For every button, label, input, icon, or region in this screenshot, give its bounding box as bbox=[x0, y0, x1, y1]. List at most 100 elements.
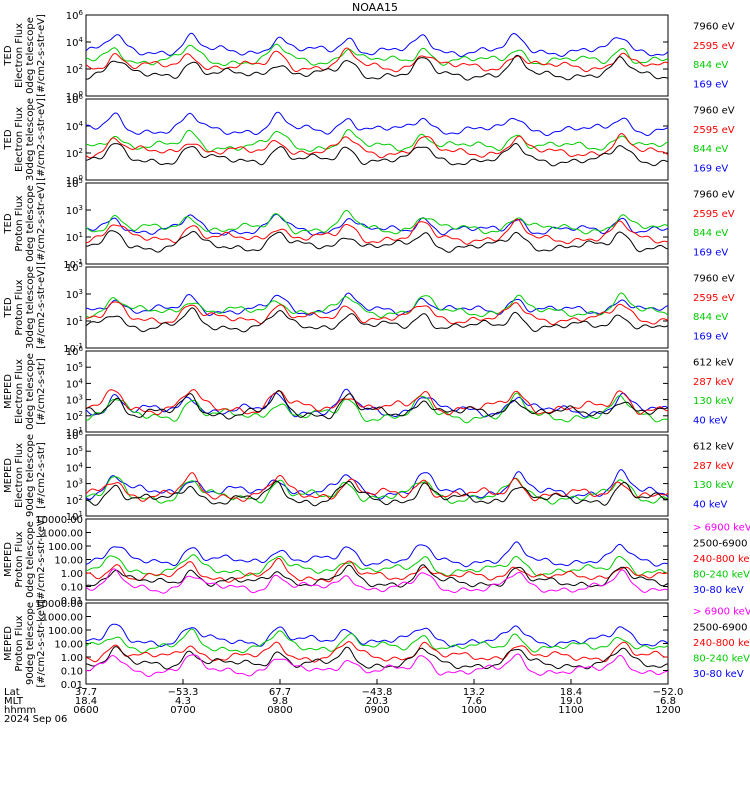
y-axis-label: Proton Flux bbox=[14, 531, 25, 587]
panel-1 bbox=[85, 14, 669, 97]
panel-3 bbox=[85, 182, 669, 265]
y-axis-label: MEPED bbox=[3, 374, 14, 409]
legend-item: 2500-6900 bbox=[693, 538, 748, 549]
x-tick-label-hhmm: 0700 bbox=[170, 705, 195, 716]
legend-item: 7960 eV bbox=[693, 273, 735, 284]
x-tick-label-hhmm: 1100 bbox=[558, 705, 583, 716]
legend-item: 30-80 keV bbox=[693, 669, 744, 680]
x-tick-label-lat: −43.8 bbox=[362, 687, 393, 698]
series-black bbox=[85, 389, 669, 420]
x-row-label: hhmm bbox=[4, 705, 36, 716]
series-black bbox=[85, 307, 669, 333]
series-blue bbox=[85, 213, 669, 236]
panel-frame bbox=[85, 182, 669, 265]
x-tick-label-mlt: 19.0 bbox=[560, 696, 582, 707]
y-axis-label: [#/cm2-s-str] bbox=[36, 358, 47, 425]
y-tick-label: 10-1 bbox=[63, 258, 83, 271]
x-tick-label-mlt: 7.6 bbox=[466, 696, 482, 707]
legend-item: 169 eV bbox=[693, 79, 728, 90]
legend-item: 40 keV bbox=[693, 499, 727, 510]
y-tick-label: 104 bbox=[66, 36, 84, 49]
y-tick-label: 101 bbox=[66, 426, 83, 439]
y-tick-label: 10000.00 bbox=[35, 515, 83, 526]
y-tick-label: 10-1 bbox=[63, 342, 83, 355]
y-tick-label: 102 bbox=[66, 410, 83, 423]
series-black bbox=[85, 54, 669, 81]
y-axis-label: TED bbox=[3, 129, 14, 150]
x-tick-label-hhmm: 1200 bbox=[655, 705, 680, 716]
y-tick-label: 0.01 bbox=[61, 596, 83, 607]
y-axis-label: Electron Flux bbox=[14, 107, 25, 172]
y-tick-label: 102 bbox=[66, 494, 83, 507]
series-blue bbox=[85, 111, 669, 137]
y-axis-label: MEPED bbox=[3, 458, 14, 493]
y-axis-label: 0deg telescope bbox=[25, 353, 36, 430]
legend-item: 844 eV bbox=[693, 312, 728, 323]
x-tick-label-mlt: 9.8 bbox=[272, 696, 288, 707]
x-tick-label-mlt: 18.4 bbox=[75, 696, 97, 707]
y-tick-label: 101 bbox=[66, 315, 83, 328]
legend-item: 2595 eV bbox=[693, 209, 735, 220]
y-axis-label: TED bbox=[3, 213, 14, 234]
y-tick-label: 1.00 bbox=[61, 569, 83, 580]
y-tick-label: 104 bbox=[66, 461, 84, 474]
legend-item: 844 eV bbox=[693, 60, 728, 71]
y-axis-label: 30deg telescope bbox=[25, 266, 36, 349]
y-tick-label: 101 bbox=[66, 510, 83, 523]
y-axis-label: MEPED bbox=[3, 542, 14, 577]
y-axis-label: Proton Flux bbox=[14, 615, 25, 671]
x-tick-label-lat: 67.7 bbox=[269, 687, 291, 698]
x-tick-label-mlt: 6.8 bbox=[660, 696, 676, 707]
panel-2 bbox=[85, 98, 669, 181]
y-axis-label: [#/cm2-s-str-keV] bbox=[36, 515, 47, 603]
y-tick-label: 101 bbox=[66, 231, 83, 244]
series-red bbox=[86, 389, 669, 416]
legend-item: 7960 eV bbox=[693, 189, 735, 200]
y-tick-label: 1.00 bbox=[61, 653, 83, 664]
series-black bbox=[85, 564, 669, 588]
chart-title: NOAA15 bbox=[352, 1, 398, 14]
legend-item: 844 eV bbox=[693, 144, 728, 155]
x-tick-label-lat: −52.0 bbox=[653, 687, 684, 698]
series-green bbox=[85, 628, 669, 654]
y-axis-label: [#/cm2-s-str-keV] bbox=[36, 599, 47, 687]
y-axis-label: [#/cm2-s-str] bbox=[36, 442, 47, 509]
series-green bbox=[85, 392, 669, 424]
legend-item: 7960 eV bbox=[693, 21, 735, 32]
legend-item: 240-800 keV bbox=[693, 554, 750, 565]
legend-item: > 6900 keV bbox=[693, 523, 750, 534]
y-tick-label: 0.10 bbox=[61, 667, 83, 678]
y-axis-label: Proton Flux bbox=[14, 279, 25, 335]
y-axis-label: 90deg telescope bbox=[25, 434, 36, 517]
y-tick-label: 105 bbox=[66, 445, 83, 458]
y-axis-label: 90deg telescope bbox=[25, 602, 36, 685]
panel-frame bbox=[85, 350, 669, 433]
y-tick-label: 106 bbox=[66, 9, 84, 22]
y-tick-label: 104 bbox=[66, 120, 84, 133]
panel-5 bbox=[85, 350, 669, 433]
y-tick-label: 106 bbox=[66, 93, 84, 106]
y-axis-label: MEPED bbox=[3, 626, 14, 661]
legend-item: 612 keV bbox=[693, 441, 734, 452]
legend-item: 80-240 keV bbox=[693, 569, 750, 580]
legend-item: 169 eV bbox=[693, 331, 728, 342]
panel-6 bbox=[85, 434, 669, 517]
legend-item: 130 keV bbox=[693, 480, 734, 491]
legend-item: 40 keV bbox=[693, 415, 727, 426]
y-tick-label: 1000.00 bbox=[42, 529, 83, 540]
series-red bbox=[85, 132, 669, 159]
panel-frame bbox=[85, 98, 669, 181]
y-axis-label: 0deg telescope bbox=[25, 17, 36, 94]
y-tick-label: 0.10 bbox=[61, 583, 83, 594]
y-tick-label: 100 bbox=[66, 90, 83, 103]
y-axis-label: 0deg telescope bbox=[25, 521, 36, 598]
y-axis-label: 0deg telescope bbox=[25, 185, 36, 262]
series-green bbox=[86, 129, 669, 153]
panel-7 bbox=[85, 518, 669, 601]
x-tick-label-lat: 37.7 bbox=[75, 687, 97, 698]
y-tick-label: 103 bbox=[66, 394, 83, 407]
panel-frame bbox=[85, 434, 669, 517]
y-tick-label: 100 bbox=[66, 174, 83, 187]
legend-item: > 6900 keV bbox=[693, 607, 750, 618]
